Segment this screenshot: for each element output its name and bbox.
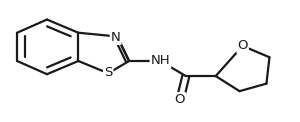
- Text: NH: NH: [151, 55, 170, 67]
- Text: O: O: [237, 39, 248, 52]
- Text: O: O: [175, 93, 185, 106]
- Text: N: N: [111, 31, 121, 44]
- Text: S: S: [104, 66, 112, 79]
